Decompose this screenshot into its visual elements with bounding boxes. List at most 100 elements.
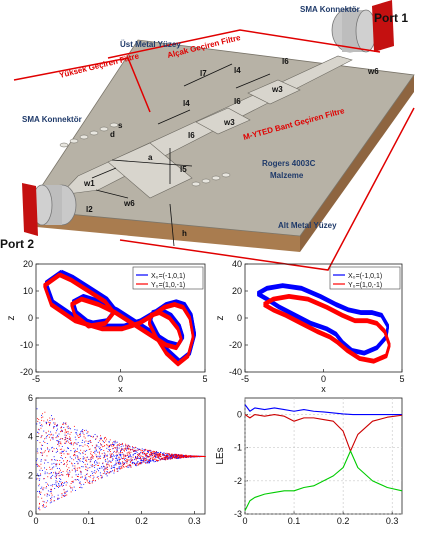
bifurcation-point-2	[70, 443, 72, 444]
bifurcation-point-2	[200, 455, 202, 457]
bifurcation-point-1	[84, 477, 86, 479]
bifurcation-point-1	[60, 472, 62, 474]
bifurcation-point-2	[148, 460, 150, 462]
bifurcation-point-2	[158, 457, 160, 459]
label-substrate-line1: Rogers 4003C	[262, 159, 316, 168]
substrate-right-face	[300, 75, 414, 252]
bifurcation-point-1	[129, 466, 131, 468]
bifurcation-point-2	[152, 457, 154, 459]
bifurcation-point-2	[150, 457, 152, 459]
bifurcation-point-2	[84, 430, 85, 431]
bifurcation-point-2	[104, 469, 106, 471]
bifurcation-point-2	[179, 456, 180, 457]
bifurcation-point-2	[131, 449, 133, 451]
bifurcation-point-2	[136, 463, 138, 465]
bifurcation-point-1	[70, 450, 72, 452]
bifurcation-point-1	[81, 430, 82, 432]
bifurcation-point-1	[112, 458, 114, 460]
bifurcation-point-1	[191, 455, 193, 457]
x-tick-label: 0	[33, 516, 38, 526]
bifurcation-point-2	[37, 496, 39, 498]
bifurcation-point-1	[53, 466, 55, 468]
bifurcation-point-1	[91, 481, 93, 483]
bifurcation-point-1	[75, 432, 77, 434]
bifurcation-point-2	[139, 458, 141, 460]
bifurcation-point-1	[97, 476, 99, 478]
bifurcation-point-1	[137, 457, 139, 459]
bifurcation-point-1	[101, 477, 103, 479]
bifurcation-point-2	[66, 459, 68, 461]
bifurcation-point-2	[42, 500, 44, 502]
bifurcation-point-2	[37, 418, 39, 420]
bifurcation-point-1	[117, 449, 119, 451]
bifurcation-point-2	[59, 460, 61, 462]
bifurcation-point-1	[80, 445, 82, 447]
bifurcation-point-1	[82, 456, 84, 458]
bifurcation-point-1	[87, 470, 89, 472]
bifurcation-point-2	[153, 457, 155, 459]
bifurcation-point-1	[72, 481, 74, 483]
bifurcation-point-2	[66, 460, 68, 462]
bifurcation-point-1	[148, 462, 150, 464]
bifurcation-point-2	[127, 452, 129, 454]
bifurcation-point-2	[69, 433, 71, 435]
bifurcation-point-2	[114, 447, 116, 449]
bifurcation-point-1	[132, 454, 134, 456]
bifurcation-point-2	[72, 444, 74, 446]
bifurcation-point-1	[65, 450, 67, 452]
bifurcation-point-1	[38, 480, 40, 481]
bifurcation-point-2	[89, 459, 91, 461]
bifurcation-point-1	[52, 467, 54, 469]
bifurcation-point-2	[88, 476, 90, 478]
bifurcation-point-1	[106, 458, 108, 460]
bifurcation-point-1	[137, 449, 139, 451]
bifurcation-point-1	[151, 453, 153, 455]
bifurcation-point-1	[64, 463, 65, 465]
bifurcation-point-2	[109, 471, 111, 473]
bifurcation-point-1	[76, 455, 78, 457]
bifurcation-point-2	[95, 448, 97, 450]
bifurcation-point-1	[146, 457, 148, 459]
bifurcation-point-1	[127, 446, 129, 448]
bifurcation-point-2	[105, 459, 106, 461]
bifurcation-point-1	[134, 449, 136, 451]
bifurcation-point-1	[130, 456, 132, 458]
bifurcation-point-2	[125, 455, 127, 457]
bifurcation-point-1	[45, 482, 47, 484]
bifurcation-point-2	[106, 438, 108, 440]
bifurcation-point-2	[112, 442, 113, 444]
bifurcation-point-1	[113, 472, 115, 474]
bifurcation-point-1	[96, 468, 98, 470]
bifurcation-point-1	[74, 450, 75, 452]
bifurcation-point-2	[92, 436, 94, 438]
bifurcation-point-2	[66, 474, 68, 476]
bifurcation-point-1	[149, 460, 151, 462]
bifurcation-point-1	[175, 454, 177, 456]
bifurcation-point-1	[46, 443, 48, 444]
bifurcation-point-1	[176, 455, 178, 457]
bifurcation-point-2	[62, 482, 63, 483]
bifurcation-point-1	[94, 461, 96, 463]
bifurcation-point-2	[89, 461, 91, 463]
bifurcation-point-2	[91, 456, 93, 458]
bifurcation-point-2	[102, 462, 104, 464]
bifurcation-point-2	[158, 454, 160, 456]
bifurcation-point-2	[109, 439, 111, 441]
bifurcation-point-1	[109, 460, 111, 462]
bifurcation-point-1	[140, 451, 142, 453]
bifurcation-point-2	[60, 441, 62, 443]
bifurcation-point-1	[159, 456, 161, 457]
bifurcation-point-2	[204, 456, 206, 457]
bifurcation-point-2	[165, 455, 167, 457]
bifurcation-point-1	[72, 465, 74, 467]
bifurcation-point-2	[128, 459, 130, 461]
bifurcation-point-2	[146, 453, 148, 455]
bifurcation-point-2	[151, 455, 153, 457]
bifurcation-point-1	[100, 437, 102, 439]
bifurcation-point-2	[184, 456, 186, 458]
bifurcation-point-1	[54, 459, 56, 461]
bifurcation-point-1	[43, 440, 45, 442]
bifurcation-point-1	[37, 475, 39, 477]
bifurcation-point-2	[66, 431, 68, 432]
bifurcation-point-1	[124, 462, 126, 464]
